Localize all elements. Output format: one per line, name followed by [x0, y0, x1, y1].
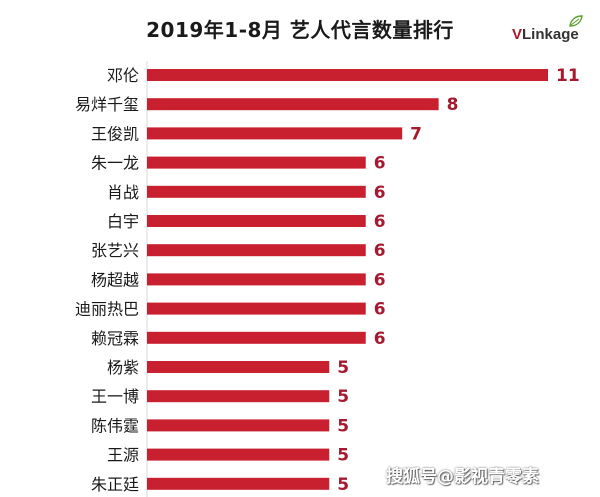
logo-v: V [512, 26, 523, 43]
category-label: 赖冠霖 [91, 329, 139, 348]
bar [147, 244, 366, 257]
value-label: 6 [374, 183, 386, 203]
category-label: 邓伦 [107, 66, 139, 85]
logo-rest: Linkage [522, 26, 579, 43]
value-label: 7 [410, 124, 422, 144]
bar [147, 419, 330, 432]
bar [147, 127, 403, 140]
category-label: 白宇 [107, 212, 139, 231]
value-label: 6 [374, 241, 386, 261]
vlinkage-logo: VLinkage [512, 26, 579, 43]
bar [147, 331, 366, 344]
value-label: 5 [337, 387, 349, 407]
value-label: 11 [556, 66, 580, 86]
category-label: 王一博 [91, 387, 139, 406]
bar [147, 390, 330, 403]
category-label: 王源 [107, 446, 139, 465]
category-label: 易烊千玺 [75, 95, 139, 114]
chart-title: 2019年1-8月 艺人代言数量排行 [146, 18, 454, 42]
value-label: 5 [337, 446, 349, 466]
value-label: 6 [374, 300, 386, 320]
category-label: 张艺兴 [91, 241, 139, 260]
value-label: 5 [337, 416, 349, 436]
value-label: 6 [374, 154, 386, 174]
bar [147, 302, 366, 315]
bar [147, 273, 366, 286]
category-label: 杨紫 [107, 358, 139, 377]
category-label: 朱正廷 [91, 475, 139, 494]
bar [147, 361, 330, 373]
watermark: 搜狐号@影视青零素 [386, 467, 539, 487]
value-label: 6 [374, 329, 386, 349]
category-label: 杨超越 [91, 270, 139, 289]
category-label: 陈伟霆 [91, 416, 139, 435]
category-label: 王俊凯 [91, 124, 139, 143]
bar [147, 69, 548, 81]
bar [147, 477, 330, 490]
bar [147, 98, 439, 111]
value-label: 6 [374, 212, 386, 232]
bar [147, 185, 366, 198]
value-label: 5 [337, 358, 349, 378]
category-label: 朱一龙 [91, 154, 139, 173]
category-label: 迪丽热巴 [75, 300, 139, 319]
value-label: 5 [337, 475, 349, 495]
bar [147, 448, 330, 461]
bar [147, 215, 366, 227]
category-label: 肖战 [107, 183, 139, 202]
leaf-icon [569, 15, 583, 27]
value-label: 8 [447, 95, 459, 115]
value-label: 6 [374, 270, 386, 290]
bar [147, 156, 366, 169]
